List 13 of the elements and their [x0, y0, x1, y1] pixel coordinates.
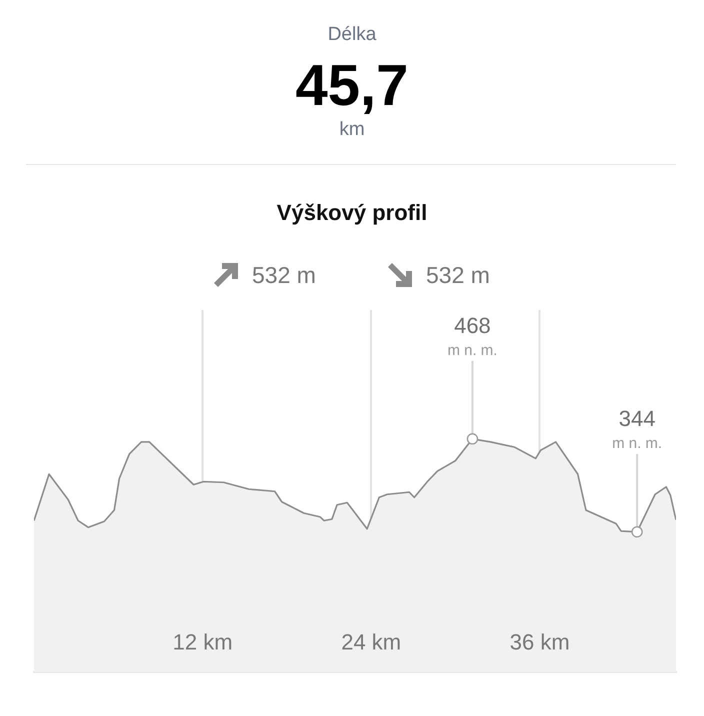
chart-title: Výškový profil — [276, 200, 428, 226]
data-label: 468 — [454, 312, 491, 338]
annotation: m n. m. — [447, 342, 498, 359]
text: km — [338, 119, 366, 141]
data-label: 344 — [618, 406, 656, 431]
x-tick-label: 12 km — [172, 629, 233, 654]
text: 45,7 — [294, 52, 410, 119]
x-tick-label: 24 km — [341, 629, 402, 654]
annotation: m n. m. — [612, 434, 662, 452]
text: 532 m — [252, 262, 316, 289]
text: 532 m — [426, 262, 490, 289]
x-tick-label: 36 km — [510, 629, 570, 654]
text: Délka — [326, 24, 378, 46]
